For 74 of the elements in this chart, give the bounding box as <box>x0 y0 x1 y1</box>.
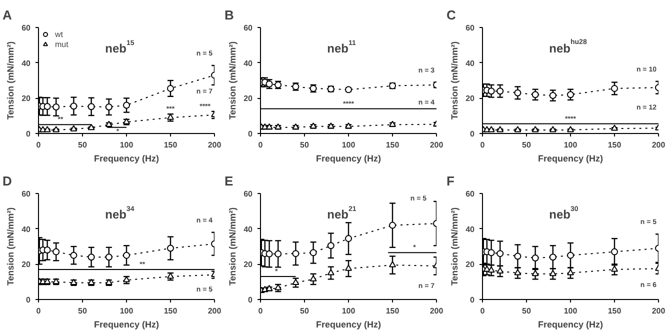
x-tick-label: 200 <box>430 306 444 316</box>
y-tick-label: 60 <box>22 190 32 198</box>
x-tick-label: 200 <box>430 140 444 150</box>
y-tick-label: 0 <box>470 296 476 304</box>
text: E <box>224 174 234 188</box>
x-tick-label: 200 <box>652 140 666 150</box>
x-axis-title: Frequency (Hz) <box>94 154 160 164</box>
y-tick-label: 0 <box>470 130 476 138</box>
x-tick-label: 150 <box>608 140 622 150</box>
y-tick-label: 20 <box>22 260 32 270</box>
x-axis-title: Frequency (Hz) <box>316 154 382 164</box>
x-axis-title: Frequency (Hz) <box>538 320 604 330</box>
text: C <box>446 8 456 22</box>
text: B <box>224 8 234 22</box>
y-axis-title: Tension (mN/mm²) <box>450 41 460 120</box>
y-tick-label: 0 <box>248 296 254 304</box>
y-tick-label: 40 <box>22 224 32 234</box>
y-axis-title: Tension (mN/mm²) <box>228 41 238 120</box>
x-tick-label: 100 <box>120 140 134 150</box>
y-tick-label: 20 <box>244 94 254 104</box>
y-tick-label: 60 <box>22 24 32 32</box>
y-tick-label: 40 <box>22 58 32 68</box>
text: F <box>446 174 454 188</box>
x-axis-title: Frequency (Hz) <box>94 320 160 330</box>
y-tick-label: 40 <box>466 58 476 68</box>
y-tick-label: 40 <box>244 224 254 234</box>
x-tick-label: 200 <box>208 306 222 316</box>
legend-label: wt <box>55 29 64 39</box>
x-tick-label: 0 <box>36 306 42 316</box>
y-tick-label: 20 <box>244 260 254 270</box>
y-tick-label: 0 <box>26 296 32 304</box>
x-tick-label: 100 <box>120 306 134 316</box>
x-tick-label: 150 <box>386 306 400 316</box>
x-tick-label: 50 <box>78 306 88 316</box>
y-tick-label: 20 <box>22 94 32 104</box>
y-tick-label: 40 <box>466 224 476 234</box>
x-tick-label: 200 <box>208 140 222 150</box>
x-tick-label: 50 <box>522 306 532 316</box>
x-tick-label: 50 <box>78 140 88 150</box>
x-tick-label: 100 <box>342 306 356 316</box>
x-tick-label: 100 <box>564 306 578 316</box>
x-tick-label: 0 <box>36 140 42 150</box>
x-tick-label: 0 <box>480 140 486 150</box>
x-axis-title: Frequency (Hz) <box>316 320 382 330</box>
y-tick-label: 0 <box>248 130 254 138</box>
y-axis-title: Tension (mN/mm²) <box>228 207 238 286</box>
y-tick-label: 40 <box>244 58 254 68</box>
y-tick-label: 60 <box>244 24 254 32</box>
x-tick-label: 0 <box>258 140 264 150</box>
x-tick-label: 0 <box>258 306 264 316</box>
y-tick-label: 20 <box>466 94 476 104</box>
y-axis-title: Tension (mN/mm²) <box>6 41 16 120</box>
y-tick-label: 60 <box>466 190 476 198</box>
x-tick-label: 150 <box>164 140 178 150</box>
x-tick-label: 200 <box>652 306 666 316</box>
x-tick-label: 0 <box>480 306 486 316</box>
y-tick-label: 60 <box>244 190 254 198</box>
text: A <box>2 8 12 22</box>
x-tick-label: 50 <box>300 140 310 150</box>
text: D <box>2 174 12 188</box>
x-tick-label: 100 <box>342 140 356 150</box>
y-tick-label: 0 <box>26 130 32 138</box>
x-tick-label: 150 <box>386 140 400 150</box>
legend-label: mut <box>55 39 70 49</box>
y-axis-title: Tension (mN/mm²) <box>450 207 460 286</box>
x-tick-label: 150 <box>608 306 622 316</box>
x-tick-label: 150 <box>164 306 178 316</box>
x-tick-label: 50 <box>300 306 310 316</box>
y-tick-label: 60 <box>466 24 476 32</box>
y-tick-label: 20 <box>466 260 476 270</box>
x-axis-title: Frequency (Hz) <box>538 154 604 164</box>
y-axis-title: Tension (mN/mm²) <box>6 207 16 286</box>
x-tick-label: 50 <box>522 140 532 150</box>
x-tick-label: 100 <box>564 140 578 150</box>
